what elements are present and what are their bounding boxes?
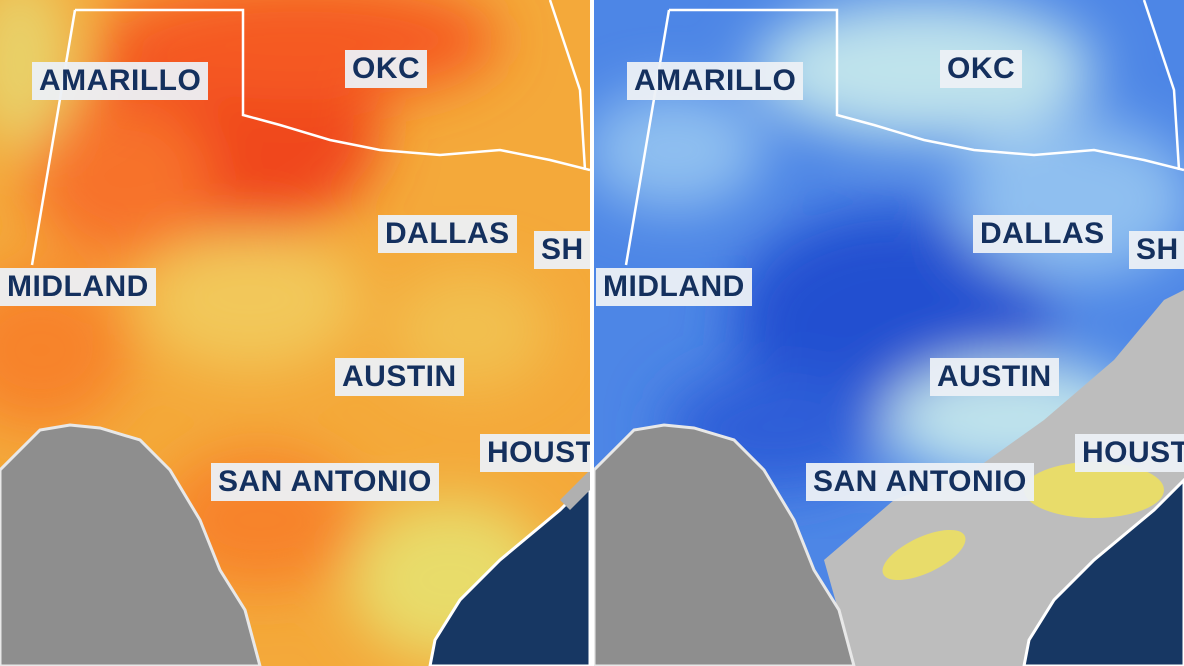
city-label-houston: HOUST (480, 434, 590, 472)
city-label-amarillo: AMARILLO (627, 62, 804, 100)
city-label-okc: OKC (940, 50, 1023, 88)
city-label-san-antonio: SAN ANTONIO (211, 463, 439, 501)
city-label-midland: MIDLAND (0, 268, 156, 306)
city-label-houston: HOUST (1075, 434, 1184, 472)
city-label-dallas: DALLAS (378, 215, 517, 253)
left-map-panel: AMARILLO OKC DALLAS SH MIDLAND AUSTIN SA… (0, 0, 590, 666)
city-label-austin: AUSTIN (335, 358, 464, 396)
city-label-midland: MIDLAND (596, 268, 752, 306)
city-label-dallas: DALLAS (973, 215, 1112, 253)
city-label-shreveport: SH (1129, 231, 1184, 269)
city-label-shreveport: SH (534, 231, 590, 269)
right-map-panel: AMARILLO OKC DALLAS SH MIDLAND AUSTIN SA… (594, 0, 1184, 666)
city-label-okc: OKC (345, 50, 428, 88)
city-label-san-antonio: SAN ANTONIO (806, 463, 1034, 501)
city-label-amarillo: AMARILLO (32, 62, 209, 100)
city-label-austin: AUSTIN (930, 358, 1059, 396)
